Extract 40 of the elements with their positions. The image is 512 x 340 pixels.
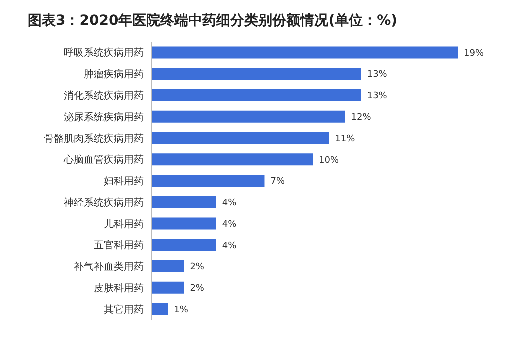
data-label: 12% [351,113,372,124]
data-label: 4% [222,241,238,252]
y-tick-label: 妇科用药 [104,176,144,188]
data-label: 2% [190,284,205,294]
y-tick-label: 泌尿系统疾病用药 [64,111,144,124]
data-label: 1% [174,305,189,316]
data-label: 10% [319,156,340,166]
bar [152,89,362,102]
bar [152,239,216,252]
y-tick-label: 补气补血类用药 [74,261,144,274]
y-tick-label: 呼吸系统疾病用药 [64,47,144,60]
data-label: 13% [367,92,388,102]
data-label: 4% [222,198,238,209]
data-label: 7% [270,177,286,188]
bar [152,110,346,123]
data-label: 13% [367,70,388,80]
bar [152,303,168,316]
y-tick-label: 神经系统疾病用药 [64,196,144,209]
bar [152,132,330,144]
data-label: 2% [190,262,205,273]
y-tick-label: 其它用药 [104,304,144,316]
y-tick-label: 五官科用药 [94,240,144,252]
chart-title: 图表3：2020年医院终端中药细分类别份额情况(单位：%) [27,12,399,31]
data-label: 4% [222,220,238,230]
bar [152,196,216,208]
bar [152,175,265,188]
data-label: 11% [335,134,356,144]
bar [152,68,362,80]
data-label: 19% [464,48,484,59]
y-tick-label: 消化系统疾病用药 [64,90,144,102]
y-tick-label: 肿瘤疾病用药 [84,68,144,81]
bar [152,46,458,59]
y-tick-label: 皮肤科用药 [94,282,144,294]
y-tick-label: 心脑血管疾病用药 [63,154,144,166]
bar [152,154,314,166]
bar [152,282,184,294]
y-tick-label: 儿科用药 [104,218,144,230]
bar [152,260,184,273]
bar [152,218,216,230]
y-tick-label: 骨骼肌肉系统疾病用药 [44,132,144,145]
